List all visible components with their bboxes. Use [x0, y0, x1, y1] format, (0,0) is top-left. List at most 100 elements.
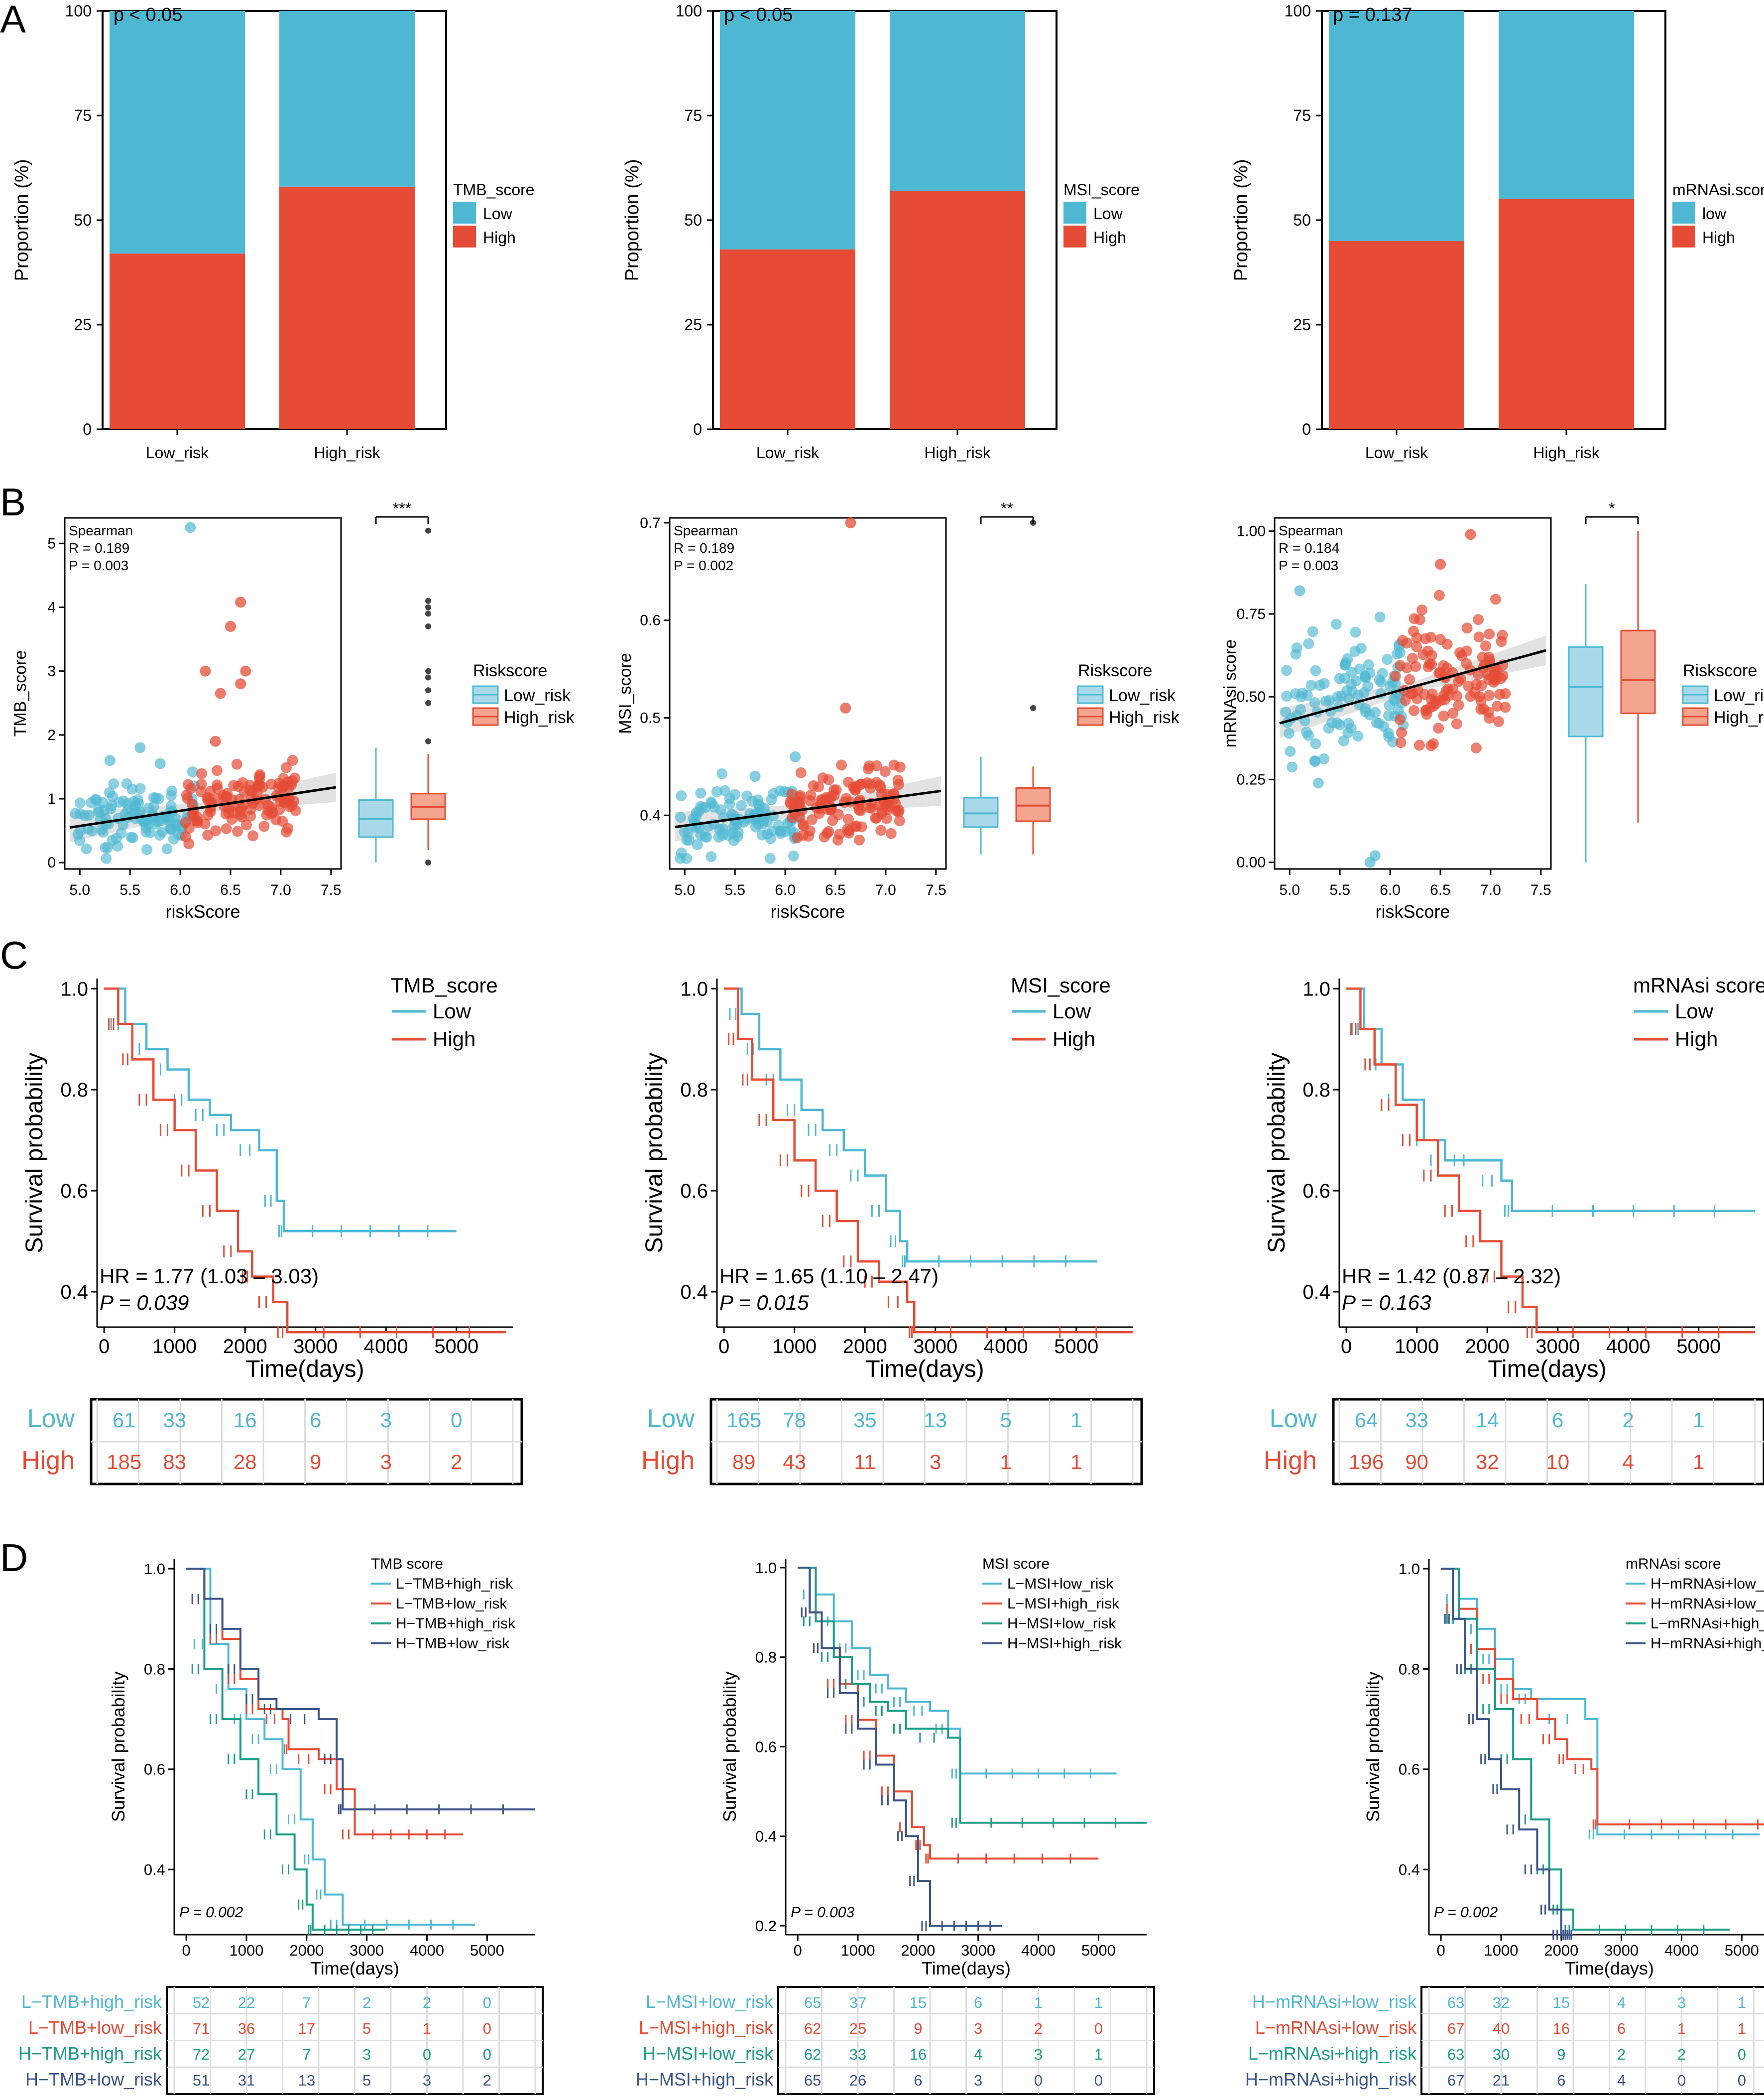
- p-value-label: p = 0.137: [1333, 4, 1412, 25]
- scatter-point-high: [286, 779, 297, 791]
- risk-table-cell: 33: [163, 1408, 186, 1432]
- legend-label: L−mRNAsi+high_risk: [1650, 1615, 1764, 1632]
- y-tick-label: 1.0: [60, 978, 88, 1000]
- y-axis-label: Survival probability: [108, 1671, 128, 1822]
- scatter-point-high: [236, 811, 247, 823]
- scatter-point-low: [1320, 695, 1331, 707]
- scatter-point-low: [125, 832, 137, 843]
- scatter-point-high: [232, 826, 243, 837]
- outlier-point: [425, 527, 431, 534]
- scatter-point-high: [240, 665, 251, 677]
- x-tick-label: 5000: [434, 1336, 478, 1357]
- scatter-point-low: [1334, 719, 1346, 731]
- risk-table-cell: 62: [804, 2046, 821, 2063]
- p-value-label: p < 0.05: [724, 4, 793, 25]
- stat-label: Spearman: [69, 523, 133, 538]
- scatter-point-high: [894, 815, 905, 827]
- x-tick-label: 3000: [1535, 1336, 1580, 1357]
- y-tick-label: 4: [47, 599, 56, 616]
- panelB-chart-0: 5.0 5.5 6.0 6.5 7.0 7.5 0 1 2 3 4 5 riskScore TMB_sco…: [11, 499, 575, 922]
- scatter-point-low: [1364, 857, 1376, 868]
- risk-table-cell: 0: [483, 2020, 491, 2037]
- risk-table-cell: 1: [1094, 1994, 1103, 2011]
- risk-table-cell: 1: [1070, 1450, 1082, 1474]
- x-tick-label: 0: [718, 1336, 729, 1357]
- y-tick-label: 100: [65, 2, 92, 20]
- risk-table-cell: 6: [974, 1994, 982, 2011]
- p-value-label: p < 0.05: [114, 4, 182, 25]
- x-tick-label: 5000: [470, 1942, 504, 1959]
- scatter-point-high: [842, 814, 854, 825]
- risk-table-cell: 2: [1034, 2020, 1043, 2037]
- scatter-point-low: [1281, 665, 1293, 676]
- y-tick-label: 0: [693, 420, 702, 438]
- scatter-point-high: [233, 781, 244, 792]
- risk-table-cell: 83: [163, 1450, 186, 1474]
- scatter-point-low: [788, 850, 799, 862]
- scatter-point-low: [153, 793, 165, 804]
- legend-label: H−MSI+low_risk: [1007, 1615, 1116, 1632]
- panelB-chart-1: 5.0 5.5 6.0 6.5 7.0 7.5 0.4 0.5 0.6 0.7 riskScore M…: [616, 499, 1180, 922]
- significance-stars: *: [1609, 499, 1615, 517]
- scatter-point-low: [1297, 687, 1308, 699]
- risk-table-cell: 17: [298, 2020, 315, 2037]
- risk-table-row-label: Low: [27, 1404, 75, 1433]
- scatter-point-high: [1447, 683, 1459, 695]
- outlier-point: [425, 687, 431, 694]
- panelC-chart-2: 0 1000 2000 3000 4000 5000 0.4 0.6 0.8 1.0 Time(da…: [1264, 974, 1764, 1485]
- risk-table-cell: 63: [1447, 2046, 1464, 2063]
- y-axis-label: mRNAsi score: [1221, 639, 1240, 747]
- risk-table-cell: 14: [1476, 1408, 1499, 1432]
- x-tick-label: 6.0: [1380, 882, 1401, 898]
- risk-table-row-label: L−TMB+low_risk: [28, 2017, 162, 2038]
- x-tick-label: 3000: [913, 1336, 957, 1357]
- risk-table-cell: 0: [1677, 2072, 1686, 2089]
- scatter-point-high: [1473, 614, 1484, 625]
- risk-table-cell: 6: [310, 1408, 321, 1432]
- risk-table-cell: 2: [423, 1994, 431, 2011]
- y-tick-label: 50: [74, 211, 92, 229]
- risk-table-cell: 4: [1623, 1450, 1634, 1474]
- scatter-point-high: [212, 779, 223, 791]
- scatter-point-high: [185, 783, 197, 794]
- bar-low-Low_risk: [1329, 11, 1464, 241]
- scatter-point-high: [195, 786, 207, 797]
- risk-table-cell: 3: [423, 2072, 431, 2089]
- scatter-point-low: [741, 790, 753, 802]
- x-tick-label: 6.5: [220, 882, 241, 898]
- outlier-point: [425, 700, 431, 706]
- risk-table-cell: 0: [483, 1994, 491, 2011]
- risk-table-cell: 10: [1546, 1450, 1569, 1474]
- y-tick-label: 50: [684, 211, 702, 229]
- risk-table-row-label: High: [21, 1446, 75, 1475]
- scatter-point-high: [875, 825, 887, 836]
- legend-title: mRNAsi score: [1626, 1556, 1721, 1572]
- y-tick-label: 100: [1285, 2, 1311, 20]
- risk-table-cell: 1: [423, 2020, 431, 2037]
- scatter-point-high: [1493, 716, 1504, 727]
- scatter-point-low: [1284, 728, 1295, 739]
- legend-label: L−TMB+low_risk: [396, 1596, 507, 1612]
- regression-line: [674, 789, 941, 829]
- scatter-point-low: [1287, 761, 1298, 773]
- risk-table-cell: 21: [1493, 2072, 1510, 2089]
- legend-label: High: [1053, 1027, 1095, 1051]
- regression-line: [1279, 649, 1546, 725]
- legend-label: Low: [1053, 999, 1091, 1023]
- y-tick-label: 0.8: [755, 1649, 777, 1666]
- scatter-point-high: [196, 768, 208, 779]
- x-tick-label: 5000: [1081, 1942, 1116, 1959]
- risk-table-cell: 52: [193, 1994, 210, 2011]
- x-tick-label: 7.0: [270, 882, 291, 898]
- scatter-point-low: [1291, 642, 1302, 654]
- risk-table-cell: 16: [234, 1408, 257, 1432]
- x-tick-label: 2000: [289, 1942, 324, 1959]
- risk-table-cell: 4: [1617, 2072, 1626, 2089]
- hazard-ratio-label: HR = 1.77 (1.03 – 3.03): [100, 1264, 319, 1288]
- scatter-point-high: [240, 819, 252, 831]
- risk-table-cell: 89: [732, 1450, 756, 1474]
- x-axis-label: Time(days): [1488, 1356, 1606, 1382]
- km-curve-l-msi-low-risk: [798, 1566, 1117, 1775]
- legend-title: MSI_score: [1063, 181, 1140, 199]
- scatter-point-high: [1420, 704, 1432, 716]
